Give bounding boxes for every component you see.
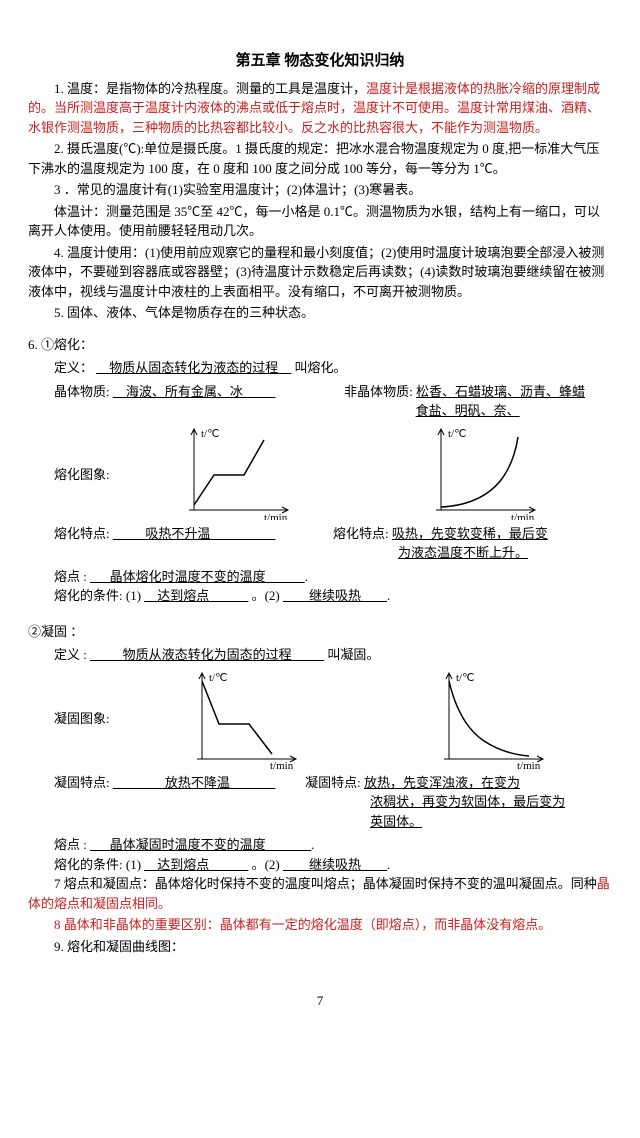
para-3: 3 ．常见的温度计有(1)实验室用温度计；(2)体温计；(3)寒暑表。 bbox=[28, 180, 612, 200]
def-answer-text: 物质从固态转化为液态的过程 bbox=[109, 360, 278, 375]
para-7: 7 熔点和凝固点：晶体熔化时保持不变的温度叫熔点；晶体凝固时保持不变的温叫凝固点… bbox=[28, 874, 612, 913]
solid-chart-label: 凝固图象: bbox=[28, 669, 118, 729]
solidcond2: ____继续吸热____ bbox=[283, 857, 387, 872]
solid-feat-ans2c: 英固体。 bbox=[370, 814, 422, 829]
solid-feat-ans2a: 放热，先变浑浊液，在变为 bbox=[364, 775, 520, 790]
meltpt-label: 熔点 : bbox=[54, 569, 87, 584]
svg-text:t/℃: t/℃ bbox=[448, 428, 466, 440]
solid-def-row: 定义 : _____物质从液态转化为固态的过程_____ 叫凝固。 bbox=[28, 645, 612, 665]
solid-def-ans: _____物质从液态转化为固态的过程_____ bbox=[90, 647, 324, 662]
melt-feat-ans2a: 吸热，先变软变稀，最后变 bbox=[392, 526, 548, 541]
svg-text:t/min: t/min bbox=[270, 760, 294, 769]
melt-chart-label: 熔化图象: bbox=[28, 425, 118, 485]
melt-feat-ans1: _____吸热不升温__________ bbox=[113, 526, 276, 541]
p7-plain: 7 熔点和凝固点：晶体熔化时保持不变的温度叫熔点；晶体凝固时保持不变的温叫凝固点… bbox=[54, 876, 597, 891]
def-label: 定义： bbox=[54, 360, 93, 375]
solidcond1: __达到熔点______ bbox=[144, 857, 248, 872]
melt-feat-label: 熔化特点: bbox=[54, 526, 110, 541]
mpt: 晶体熔化时温度不变的温度 bbox=[110, 569, 266, 584]
melt-chart-noncrystal: t/℃ t/min bbox=[426, 425, 551, 520]
page-title: 第五章 物态变化知识归纳 bbox=[28, 50, 612, 73]
noncryst-ans2: 食盐、明矾、奈、 bbox=[416, 403, 520, 418]
meltpt-ans: ___晶体熔化时温度不变的温度______ bbox=[90, 569, 305, 584]
para-5: 5. 固体、液体、气体是物质存在的三种状态。 bbox=[28, 303, 612, 323]
chart-row-1: 熔化图象: t/℃ t/min t/℃ t/min bbox=[28, 425, 612, 520]
solid-feat-label2: 凝固特点: bbox=[305, 775, 361, 790]
melt-feat-ans2b: 为液态温度不断上升。 bbox=[398, 545, 528, 560]
svg-text:t/℃: t/℃ bbox=[209, 672, 227, 684]
definition-row: 定义： __物质从固态转化为液态的过程__ 叫熔化。 bbox=[28, 358, 612, 378]
spt: 晶体凝固时温度不变的温度 bbox=[110, 837, 266, 852]
y-axis-label: t/℃ bbox=[201, 428, 219, 440]
section-6: 6. ①熔化： bbox=[28, 335, 612, 355]
solid-feat-label: 凝固特点: bbox=[54, 775, 110, 790]
cryst-answer: __海波、所有金属、冰_____ bbox=[113, 384, 276, 399]
para-3b: 体温计：测量范围是 35℃至 42℃，每一小格是 0.1℃。测温物质为水银，结构… bbox=[28, 202, 612, 241]
def-suffix: 叫熔化。 bbox=[295, 360, 347, 375]
cryst-ans-text: 海波、所有金属、冰 bbox=[126, 384, 243, 399]
page-number: 7 bbox=[28, 991, 612, 1011]
chart-row-2: 凝固图象: t/℃ t/min t/℃ t/min bbox=[28, 669, 612, 769]
meltcond1: __达到熔点______ bbox=[144, 588, 248, 603]
solid-feat-row: 凝固特点: ________放热不降温_______ 凝固特点: 放热，先变浑浊… bbox=[28, 773, 612, 832]
sc1t: 达到熔点 bbox=[157, 857, 209, 872]
crystal-row: 晶体物质: __海波、所有金属、冰_____ 非晶体物质: 松香、石蜡玻璃、沥青… bbox=[28, 382, 612, 421]
solid-def-label: 定义 : bbox=[54, 647, 87, 662]
x-axis-label: t/min bbox=[264, 512, 288, 520]
meltpt-row: 熔点 : ___晶体熔化时温度不变的温度______. bbox=[28, 567, 612, 587]
solid-feat-ans2b: 浓稠状，再变为软固体，最后变为 bbox=[370, 794, 565, 809]
solidpt-label: 熔点 : bbox=[54, 837, 87, 852]
p1-plain: 1. 温度：是指物体的冷热程度。测量的工具是温度计， bbox=[54, 81, 366, 96]
mf1t: 吸热不升温 bbox=[145, 526, 210, 541]
solidcond-label: 熔化的条件: bbox=[54, 857, 123, 872]
cryst-label: 晶体物质: bbox=[54, 384, 110, 399]
solid-def-suffix: 叫凝固。 bbox=[327, 647, 379, 662]
solidpt-row: 熔点 : ___晶体凝固时温度不变的温度_______. bbox=[28, 835, 612, 855]
solidcond-row: 熔化的条件: (1) __达到熔点______ 。(2) ____继续吸热___… bbox=[28, 855, 612, 875]
solid-chart-crystal: t/℃ t/min bbox=[187, 669, 312, 769]
noncryst-ans1: 松香、石蜡玻璃、沥青、蜂蜡 bbox=[416, 384, 585, 399]
sf1t: 放热不降温 bbox=[165, 775, 230, 790]
meltcond-label: 熔化的条件: bbox=[54, 588, 123, 603]
sdt: 物质从液态转化为固态的过程 bbox=[123, 647, 292, 662]
svg-text:t/min: t/min bbox=[517, 760, 541, 769]
meltcond2: ____继续吸热____ bbox=[283, 588, 387, 603]
svg-text:t/℃: t/℃ bbox=[456, 672, 474, 684]
para-1: 1. 温度：是指物体的冷热程度。测量的工具是温度计，温度计是根据液体的热胀冷缩的… bbox=[28, 79, 612, 138]
solidpt-ans: ___晶体凝固时温度不变的温度_______ bbox=[90, 837, 311, 852]
melt-chart-crystal: t/℃ t/min bbox=[179, 425, 304, 520]
meltcond-row: 熔化的条件: (1) __达到熔点______ 。(2) ____继续吸热___… bbox=[28, 586, 612, 606]
melt-feat-label2: 熔化特点: bbox=[333, 526, 389, 541]
mc1t: 达到熔点 bbox=[157, 588, 209, 603]
mc2t: 继续吸热 bbox=[309, 588, 361, 603]
para-9: 9. 熔化和凝固曲线图： bbox=[28, 937, 612, 957]
melt-feature-row: 熔化特点: _____吸热不升温__________ 熔化特点: 吸热，先变软变… bbox=[28, 524, 612, 563]
para-8: 8 晶体和非晶体的重要区别：晶体都有一定的熔化温度（即熔点），而非晶体没有熔点。 bbox=[28, 915, 612, 935]
section-7: ②凝固 ： bbox=[28, 622, 612, 642]
para-4: 4. 温度计使用：(1)使用前应观察它的量程和最小刻度值；(2)使用时温度计玻璃… bbox=[28, 243, 612, 302]
sc2t: 继续吸热 bbox=[309, 857, 361, 872]
def-answer: __物质从固态转化为液态的过程__ bbox=[96, 360, 291, 375]
svg-text:t/min: t/min bbox=[511, 512, 535, 520]
solid-chart-noncrystal: t/℃ t/min bbox=[434, 669, 559, 769]
solid-feat-ans1: ________放热不降温_______ bbox=[113, 775, 276, 790]
para-2: 2. 摄氏温度(℃):单位是摄氏度。1 摄氏度的规定：把冰水混合物温度规定为 0… bbox=[28, 139, 612, 178]
noncryst-label: 非晶体物质: bbox=[344, 384, 413, 399]
